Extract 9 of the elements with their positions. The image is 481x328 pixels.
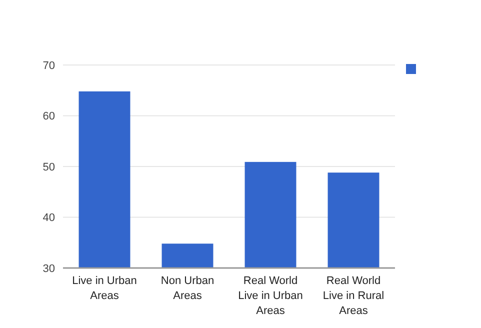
x-tick-label: Non Urban Areas — [160, 275, 214, 302]
x-tick-label: Real World Live in Rural Areas — [322, 275, 384, 317]
y-tick-label: 30 — [42, 262, 55, 275]
x-tick-label: Real World Live in Urban Areas — [238, 275, 303, 317]
y-tick-label: 60 — [42, 110, 55, 123]
y-tick-label: 50 — [42, 161, 55, 174]
x-tick-label: Live in Urban Areas — [72, 275, 137, 302]
y-tick-label: 70 — [42, 60, 55, 72]
y-tick-label: 40 — [42, 212, 55, 224]
